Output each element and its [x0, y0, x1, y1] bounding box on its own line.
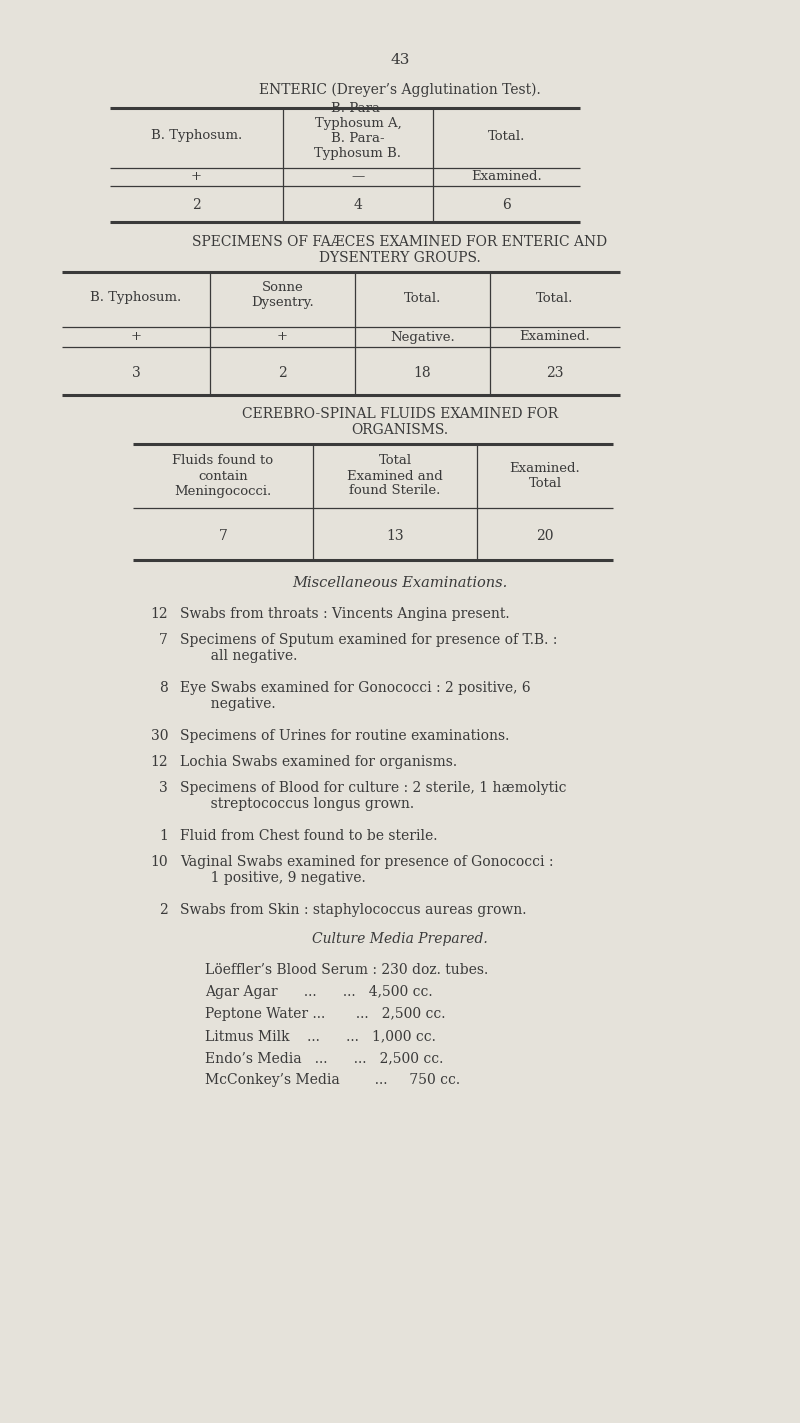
Text: Culture Media Prepared.: Culture Media Prepared.	[312, 932, 488, 946]
Text: Total.: Total.	[488, 129, 525, 142]
Text: Total.: Total.	[536, 292, 574, 305]
Text: 20: 20	[536, 529, 554, 544]
Text: 8: 8	[159, 682, 168, 694]
Text: +: +	[277, 330, 288, 343]
Text: Specimens of Blood for culture : 2 sterile, 1 hæmolytic
       streptococcus lon: Specimens of Blood for culture : 2 steri…	[180, 781, 566, 811]
Text: SPECIMENS OF FAÆCES EXAMINED FOR ENTERIC AND
DYSENTERY GROUPS.: SPECIMENS OF FAÆCES EXAMINED FOR ENTERIC…	[193, 235, 607, 265]
Text: Eye Swabs examined for Gonococci : 2 positive, 6
       negative.: Eye Swabs examined for Gonococci : 2 pos…	[180, 682, 530, 712]
Text: McConkey’s Media        ...     750 cc.: McConkey’s Media ... 750 cc.	[205, 1073, 460, 1087]
Text: Löeffler’s Blood Serum : 230 doz. tubes.: Löeffler’s Blood Serum : 230 doz. tubes.	[205, 963, 488, 978]
Text: B. Typhosum.: B. Typhosum.	[151, 129, 242, 142]
Text: Litmus Milk    ...      ...   1,000 cc.: Litmus Milk ... ... 1,000 cc.	[205, 1029, 436, 1043]
Text: 2: 2	[278, 366, 287, 380]
Text: 4: 4	[354, 198, 362, 212]
Text: 1: 1	[159, 830, 168, 842]
Text: Agar Agar      ...      ...   4,500 cc.: Agar Agar ... ... 4,500 cc.	[205, 985, 433, 999]
Text: Fluids found to
contain
Meningococci.: Fluids found to contain Meningococci.	[173, 454, 274, 498]
Text: 10: 10	[150, 855, 168, 869]
Text: 2: 2	[159, 904, 168, 916]
Text: 7: 7	[218, 529, 227, 544]
Text: Examined.: Examined.	[471, 171, 542, 184]
Text: Fluid from Chest found to be sterile.: Fluid from Chest found to be sterile.	[180, 830, 438, 842]
Text: —: —	[351, 171, 365, 184]
Text: +: +	[191, 171, 202, 184]
Text: Total.: Total.	[404, 292, 441, 305]
Text: Total
Examined and
found Sterile.: Total Examined and found Sterile.	[347, 454, 443, 498]
Text: 12: 12	[150, 608, 168, 620]
Text: ENTERIC (Dreyer’s Agglutination Test).: ENTERIC (Dreyer’s Agglutination Test).	[259, 83, 541, 97]
Text: 3: 3	[159, 781, 168, 795]
Text: Swabs from throats : Vincents Angina present.: Swabs from throats : Vincents Angina pre…	[180, 608, 510, 620]
Text: Negative.: Negative.	[390, 330, 455, 343]
Text: Vaginal Swabs examined for presence of Gonococci :
       1 positive, 9 negative: Vaginal Swabs examined for presence of G…	[180, 855, 554, 885]
Text: 30: 30	[150, 729, 168, 743]
Text: 7: 7	[159, 633, 168, 647]
Text: 2: 2	[192, 198, 201, 212]
Text: B. Typhosum.: B. Typhosum.	[90, 292, 182, 305]
Text: Sonne
Dysentry.: Sonne Dysentry.	[251, 280, 314, 309]
Text: 13: 13	[386, 529, 404, 544]
Text: Specimens of Sputum examined for presence of T.B. :
       all negative.: Specimens of Sputum examined for presenc…	[180, 633, 558, 663]
Text: CEREBRO-SPINAL FLUIDS EXAMINED FOR
ORGANISMS.: CEREBRO-SPINAL FLUIDS EXAMINED FOR ORGAN…	[242, 407, 558, 437]
Text: Examined.: Examined.	[520, 330, 590, 343]
Text: 12: 12	[150, 756, 168, 768]
Text: Swabs from Skin : staphylococcus aureas grown.: Swabs from Skin : staphylococcus aureas …	[180, 904, 526, 916]
Text: 43: 43	[390, 53, 410, 67]
Text: 23: 23	[546, 366, 564, 380]
Text: 6: 6	[502, 198, 511, 212]
Text: Specimens of Urines for routine examinations.: Specimens of Urines for routine examinat…	[180, 729, 510, 743]
Text: 3: 3	[132, 366, 140, 380]
Text: 18: 18	[414, 366, 431, 380]
Text: Miscellaneous Examinations.: Miscellaneous Examinations.	[292, 576, 508, 591]
Text: Peptone Water ...       ...   2,500 cc.: Peptone Water ... ... 2,500 cc.	[205, 1007, 446, 1020]
Text: Endo’s Media   ...      ...   2,500 cc.: Endo’s Media ... ... 2,500 cc.	[205, 1052, 443, 1064]
Text: Examined.
Total: Examined. Total	[510, 462, 580, 490]
Text: Lochia Swabs examined for organisms.: Lochia Swabs examined for organisms.	[180, 756, 457, 768]
Text: +: +	[130, 330, 142, 343]
Text: B. Para-
Typhosum A,
B. Para-
Typhosum B.: B. Para- Typhosum A, B. Para- Typhosum B…	[314, 102, 402, 159]
